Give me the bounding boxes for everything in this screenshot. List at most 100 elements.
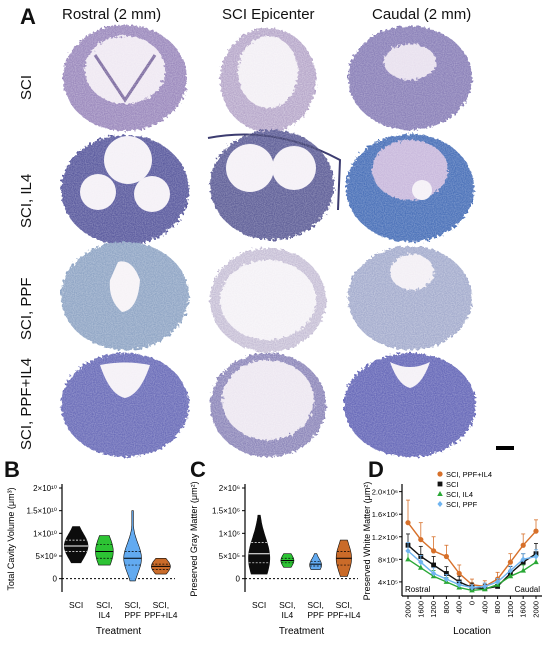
chart-d-point	[533, 553, 539, 560]
chart-d-region-rostral: Rostral	[405, 585, 431, 594]
chart-b-category-label: PPF+IL4	[144, 610, 178, 620]
chart-b-violin	[64, 526, 89, 564]
chart-d-series-line	[407, 522, 537, 588]
chart-c-category-label: PPF	[307, 610, 324, 620]
chart-d-xtick-label: 0	[468, 601, 477, 605]
chart-d-legend-marker	[437, 501, 443, 507]
chart-d-point	[507, 573, 514, 579]
column-header-rostral: Rostral (2 mm)	[62, 6, 162, 23]
chart-d-point	[520, 542, 526, 548]
chart-b-ytick-label: 2×10¹⁰	[33, 484, 57, 493]
chart-d-point	[405, 520, 411, 526]
chart-d-point	[507, 567, 513, 574]
chart-d-point	[405, 556, 411, 562]
chart-b-category-label: SCI	[69, 600, 83, 610]
panel-d-letter: D	[368, 457, 384, 482]
chart-b-violin	[95, 535, 114, 566]
chart-d-legend-label: SCI, PPF	[446, 500, 478, 509]
chart-b-ytick-label: 1.5×10¹⁰	[26, 507, 57, 516]
chart-c-category-label: SCI,	[336, 600, 353, 610]
chart-d-point	[418, 559, 424, 566]
section-sci-ppf-caudal	[348, 246, 472, 350]
chart-d-ytick-label: 4×10⁵	[378, 578, 398, 587]
chart-b-ytick-label: 1×10¹⁰	[33, 529, 57, 538]
chart-b-violin	[123, 510, 142, 582]
section-sci-ppf-rostral	[61, 242, 189, 350]
chart-d-ytick-label: 2.0×10⁶	[372, 488, 398, 497]
chart-b-ytick-label: 0	[53, 575, 58, 584]
section-sci-ppf-il4-rostral	[61, 353, 189, 457]
column-header-epicenter: SCI Epicenter	[222, 6, 315, 23]
chart-d-point	[456, 570, 462, 577]
chart-c-xlabel: Treatment	[279, 626, 324, 637]
chart-d-xtick-label: 1200	[429, 601, 438, 618]
chart-d-point	[444, 571, 449, 576]
chart-c-ytick-label: 1.5×10⁶	[212, 507, 240, 516]
chart-d-point	[431, 548, 437, 554]
chart-c-category-label: SCI	[252, 600, 266, 610]
chart-d-point	[418, 564, 424, 570]
chart-d-xtick-label: 2000	[404, 601, 413, 618]
chart-d-xtick-label: 1600	[416, 601, 425, 618]
chart-d-point	[443, 553, 449, 560]
chart-c-category-label: IL4	[281, 610, 293, 620]
scale-bar	[496, 446, 514, 450]
chart-d-legend-label: SCI, IL4	[446, 490, 473, 499]
chart-c-ytick-label: 1×10⁶	[219, 529, 240, 538]
chart-d-point	[418, 536, 424, 543]
chart-c-ytick-label: 2×10⁶	[219, 484, 240, 493]
section-sci-epicenter	[220, 28, 316, 132]
chart-d-point	[469, 584, 475, 591]
column-header-caudal: Caudal (2 mm)	[372, 6, 472, 23]
chart-d-xtick-label: 800	[442, 601, 451, 614]
section-sci-ppf-epicenter	[210, 248, 326, 352]
chart-b: 0 5×10⁹ 1×10¹⁰ 1.5×10¹⁰ 2×10¹⁰ Total Cavity V…	[6, 484, 178, 637]
chart-c-ylabel: Preserved Gray Matter (μm²)	[189, 481, 199, 596]
chart-d-region-caudal: Caudal	[515, 585, 541, 594]
chart-d-xtick-label: 800	[493, 601, 502, 614]
chart-b-category-label: SCI,	[124, 600, 141, 610]
panel-a-letter: A	[20, 4, 36, 29]
chart-b-xlabel: Treatment	[96, 626, 141, 637]
chart-c-ytick-label: 0	[236, 575, 241, 584]
chart-c-category-label: SCI,	[307, 600, 324, 610]
section-sci-il4-rostral	[61, 135, 189, 245]
chart-d-xtick-label: 1600	[519, 601, 528, 618]
section-sci-caudal	[348, 26, 472, 130]
chart-d-ytick-label: 1.6×10⁶	[372, 510, 398, 519]
chart-d-legend-label: SCI, PPF+IL4	[446, 470, 492, 479]
chart-c-ytick-label: 5×10⁵	[219, 552, 240, 561]
chart-d-legend-marker	[437, 471, 443, 477]
chart-d-point	[533, 528, 539, 534]
chart-b-category-label: PPF	[124, 610, 141, 620]
chart-b-category-label: SCI,	[153, 600, 170, 610]
section-sci-ppf-il4-caudal	[344, 353, 476, 457]
chart-d-point	[520, 556, 526, 563]
chart-d-point	[533, 559, 539, 565]
chart-d-xtick-label: 400	[480, 601, 489, 614]
chart-b-category-label: IL4	[98, 610, 110, 620]
chart-d-xtick-label: 2000	[532, 601, 541, 618]
chart-c-violin	[248, 514, 271, 575]
panel-c-letter: C	[190, 457, 206, 482]
chart-d-point	[507, 559, 513, 565]
chart-d-ytick-label: 8×10⁵	[378, 555, 398, 564]
chart-c-category-label: SCI,	[279, 600, 296, 610]
chart-d-legend-marker	[437, 481, 443, 487]
section-sci-il4-epicenter	[207, 130, 342, 240]
section-sci-il4-caudal	[346, 134, 474, 242]
chart-d-xtick-label: 400	[455, 601, 464, 614]
chart-d-point	[520, 567, 526, 573]
chart-d-legend-label: SCI	[446, 480, 459, 489]
section-sci-ppf-il4-epicenter	[210, 353, 326, 457]
chart-c: 0 5×10⁵ 1×10⁶ 1.5×10⁶ 2×10⁶ Preserved Gray Ma…	[189, 481, 361, 637]
histology-grid	[61, 25, 514, 457]
chart-d-ytick-label: 1.2×10⁶	[372, 533, 398, 542]
chart-d: 4×10⁵ 8×10⁵ 1.2×10⁶ 1.6×10⁶ 2.0×10⁶Preserved…	[362, 470, 542, 637]
section-sci-rostral	[63, 25, 187, 131]
chart-d-point	[405, 547, 411, 554]
chart-c-category-label: PPF+IL4	[327, 610, 361, 620]
chart-d-point	[431, 562, 436, 568]
chart-b-ytick-label: 5×10⁹	[36, 552, 57, 561]
chart-d-legend-marker	[437, 491, 443, 496]
